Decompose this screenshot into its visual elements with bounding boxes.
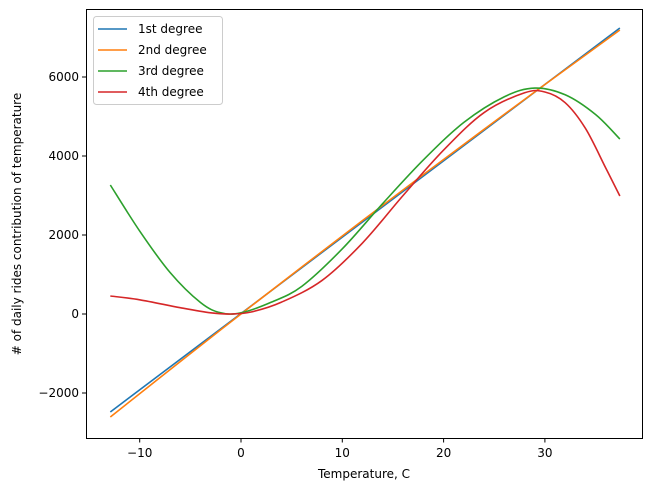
y-tick-label: 2000 (48, 228, 79, 242)
y-axis-ticks: −2000 0 2000 4000 6000 (38, 70, 87, 400)
x-tick-label: 10 (335, 446, 350, 460)
x-tick-label: 30 (537, 446, 552, 460)
series-line-4 (110, 89, 621, 315)
y-axis-label: # of daily rides contribution of tempera… (10, 93, 24, 356)
legend-label: 1st degree (138, 22, 202, 36)
plot-lines (109, 27, 621, 418)
x-tick-label: 0 (237, 446, 245, 460)
legend-box (93, 16, 223, 105)
x-tick-label: 20 (436, 446, 451, 460)
legend-label: 3rd degree (138, 64, 204, 78)
legend-label: 2nd degree (138, 43, 207, 57)
y-tick-label: −2000 (38, 386, 79, 400)
x-axis-ticks: −10 0 10 20 30 (127, 438, 553, 460)
y-tick-label: 4000 (48, 149, 79, 163)
x-axis-label: Temperature, C (317, 467, 410, 481)
x-tick-label: −10 (127, 446, 152, 460)
y-tick-label: 6000 (48, 70, 79, 84)
plot-frame (86, 9, 643, 439)
legend-items: 1st degree 2nd degree 3rd degree 4th degree (98, 22, 207, 99)
legend: 1st degree 2nd degree 3rd degree 4th degree (93, 16, 223, 105)
series-line-2 (109, 29, 621, 418)
legend-label: 4th degree (138, 85, 204, 99)
series-line-3 (109, 87, 621, 315)
y-tick-label: 0 (71, 307, 79, 321)
